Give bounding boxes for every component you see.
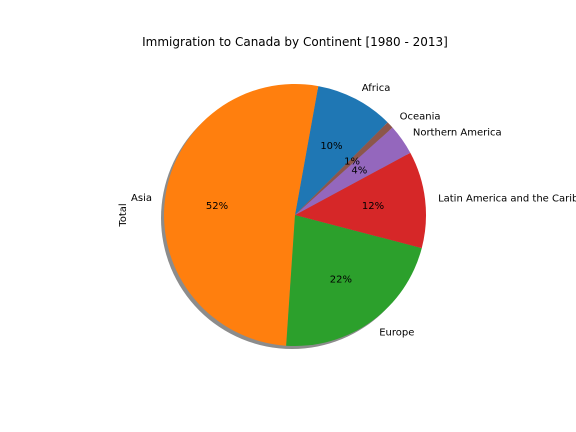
slice-percent-asia: 52%: [206, 201, 228, 212]
slice-label-northern-america: Northern America: [413, 128, 502, 139]
pie-slice-asia: [164, 84, 319, 346]
y-axis-label: Total: [118, 203, 129, 227]
slice-percent-africa: 10%: [320, 141, 342, 152]
slice-label-oceania: Oceania: [400, 111, 441, 122]
slice-label-africa: Africa: [362, 83, 391, 94]
pie-slice-northern-america: [295, 127, 411, 215]
pie-slice-europe: [286, 215, 422, 346]
chart-title: Immigration to Canada by Continent [1980…: [142, 35, 448, 49]
slice-label-asia: Asia: [131, 193, 152, 204]
slice-label-latin-america-and-the-caribbean: Latin America and the Caribbean: [438, 193, 576, 204]
pie-slice-oceania: [295, 122, 393, 215]
slice-percent-europe: 22%: [330, 274, 352, 285]
slice-percent-latin-america-and-the-caribbean: 12%: [362, 201, 384, 212]
slice-percent-oceania: 1%: [344, 156, 360, 167]
slice-label-europe: Europe: [379, 327, 414, 338]
pie-slices: [164, 84, 427, 346]
pie-labels: Africa 10% Asia 52% Europe 22% Latin America a…: [131, 83, 576, 339]
pie-slice-latin-america-and-the-caribbean: [295, 152, 427, 249]
slice-percent-northern-america: 4%: [351, 165, 367, 176]
pie-slice-africa: [295, 86, 388, 215]
